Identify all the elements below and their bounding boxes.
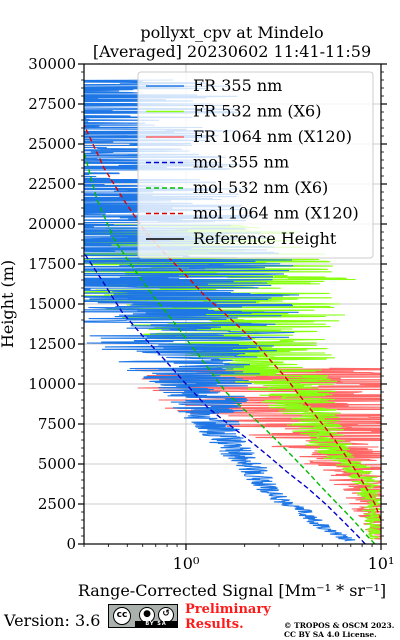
legend-label: mol 355 nm xyxy=(193,153,289,172)
y-tick-label: 17500 xyxy=(28,255,76,273)
y-tick-label: 2500 xyxy=(38,495,76,513)
legend-box xyxy=(137,71,374,259)
legend: FR 355 nm FR 532 nm (X6) FR 1064 nm (X120)… xyxy=(137,71,374,259)
series-mol-355-nm xyxy=(84,252,366,544)
y-tick-label: 5000 xyxy=(38,455,76,473)
legend-label: FR 355 nm xyxy=(193,76,282,95)
copyright-line-2: CC BY SA 4.0 License. xyxy=(284,630,377,639)
y-tick-label: 30000 xyxy=(28,55,76,73)
legend-label: FR 532 nm (X6) xyxy=(193,102,321,121)
preliminary-notice: Preliminary Results. xyxy=(185,602,271,632)
chart-title: pollyxt_cpv at Mindelo xyxy=(140,23,323,42)
y-tick-label: 7500 xyxy=(38,415,76,433)
axes: 0 2500 5000 7500 10000 12500 15000 17500 20000 22… xyxy=(28,55,394,573)
y-tick-label: 10000 xyxy=(28,375,76,393)
y-axis-label: Height (m) xyxy=(0,260,17,348)
preliminary-line-1: Preliminary xyxy=(185,602,271,617)
legend-label: Reference Height xyxy=(193,229,337,248)
y-tick-label: 12500 xyxy=(28,335,76,353)
preliminary-line-2: Results. xyxy=(185,617,244,632)
version-label: Version: 3.6 xyxy=(4,611,101,630)
lidar-profile-chart: pollyxt_cpv at Mindelo [Averaged] 202306… xyxy=(0,23,394,600)
cc-license-badge: cc ● ↺ BY SA xyxy=(108,604,178,628)
series-fr-1064-nm-x120 xyxy=(134,367,381,540)
y-tick-label: 27500 xyxy=(28,95,76,113)
cc-badge-text: BY SA xyxy=(135,621,177,627)
x-tick-label: 10¹ xyxy=(368,554,395,573)
x-tick-label: 10⁰ xyxy=(173,554,200,573)
y-tick-label: 15000 xyxy=(28,295,76,313)
legend-label: mol 1064 nm (X120) xyxy=(193,204,359,223)
x-axis-label: Range-Corrected Signal [Mm⁻¹ * sr⁻¹] xyxy=(78,581,386,600)
y-tick-label: 20000 xyxy=(28,215,76,233)
copyright-notice: © TROPOS & OSCM 2023. CC BY SA 4.0 Licen… xyxy=(284,621,394,639)
cc-icon: cc xyxy=(113,607,131,625)
copyright-line-1: © TROPOS & OSCM 2023. xyxy=(284,621,395,630)
legend-label: FR 1064 nm (X120) xyxy=(193,127,352,146)
y-tick-label: 25000 xyxy=(28,135,76,153)
y-tick-label: 0 xyxy=(66,535,76,553)
legend-label: mol 532 nm (X6) xyxy=(193,178,328,197)
y-tick-label: 22500 xyxy=(28,175,76,193)
chart-subtitle: [Averaged] 20230602 11:41-11:59 xyxy=(93,42,371,61)
